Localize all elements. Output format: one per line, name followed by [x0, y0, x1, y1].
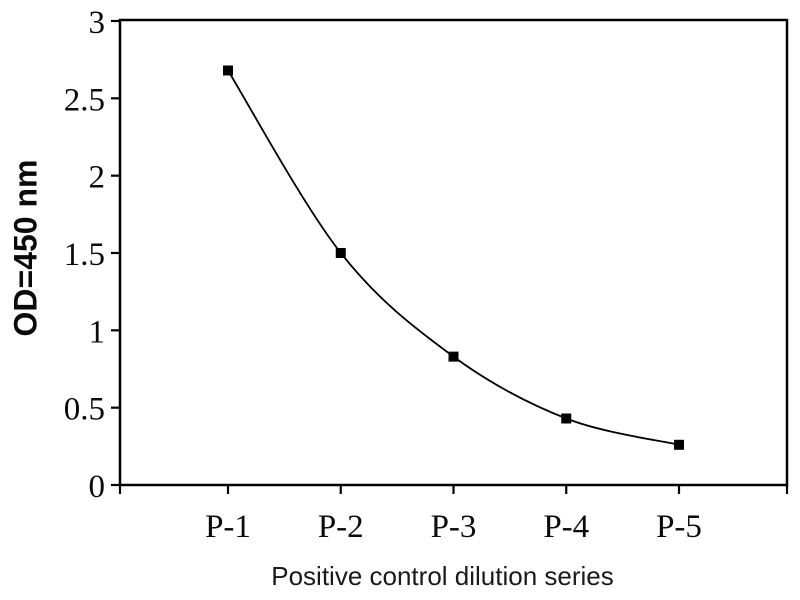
x-tick-label: P-5: [656, 509, 702, 545]
data-point-marker: [561, 413, 572, 424]
y-tick-label: 2: [89, 160, 106, 196]
y-tick-label: 3: [89, 5, 106, 41]
x-tick-label: P-2: [318, 509, 364, 545]
x-axis-title: Positive control dilution series: [271, 561, 614, 591]
y-tick-label: 1.5: [64, 237, 105, 273]
data-point-marker: [448, 351, 459, 362]
y-tick-label: 0: [89, 469, 106, 505]
plot-frame: [118, 18, 789, 487]
data-point-marker: [335, 248, 346, 258]
x-tick-label: P-4: [543, 509, 589, 545]
y-axis-title: OD=450 nm: [7, 159, 44, 337]
y-tick-label: 0.5: [64, 392, 105, 428]
y-tick-label: 2.5: [64, 82, 105, 118]
x-tick-label: P-3: [431, 509, 477, 545]
data-point-marker: [674, 439, 684, 450]
data-point-marker: [223, 65, 233, 76]
y-tick-label: 1: [89, 314, 106, 350]
data-line: [227, 70, 680, 446]
x-tick-label: P-1: [205, 509, 251, 545]
